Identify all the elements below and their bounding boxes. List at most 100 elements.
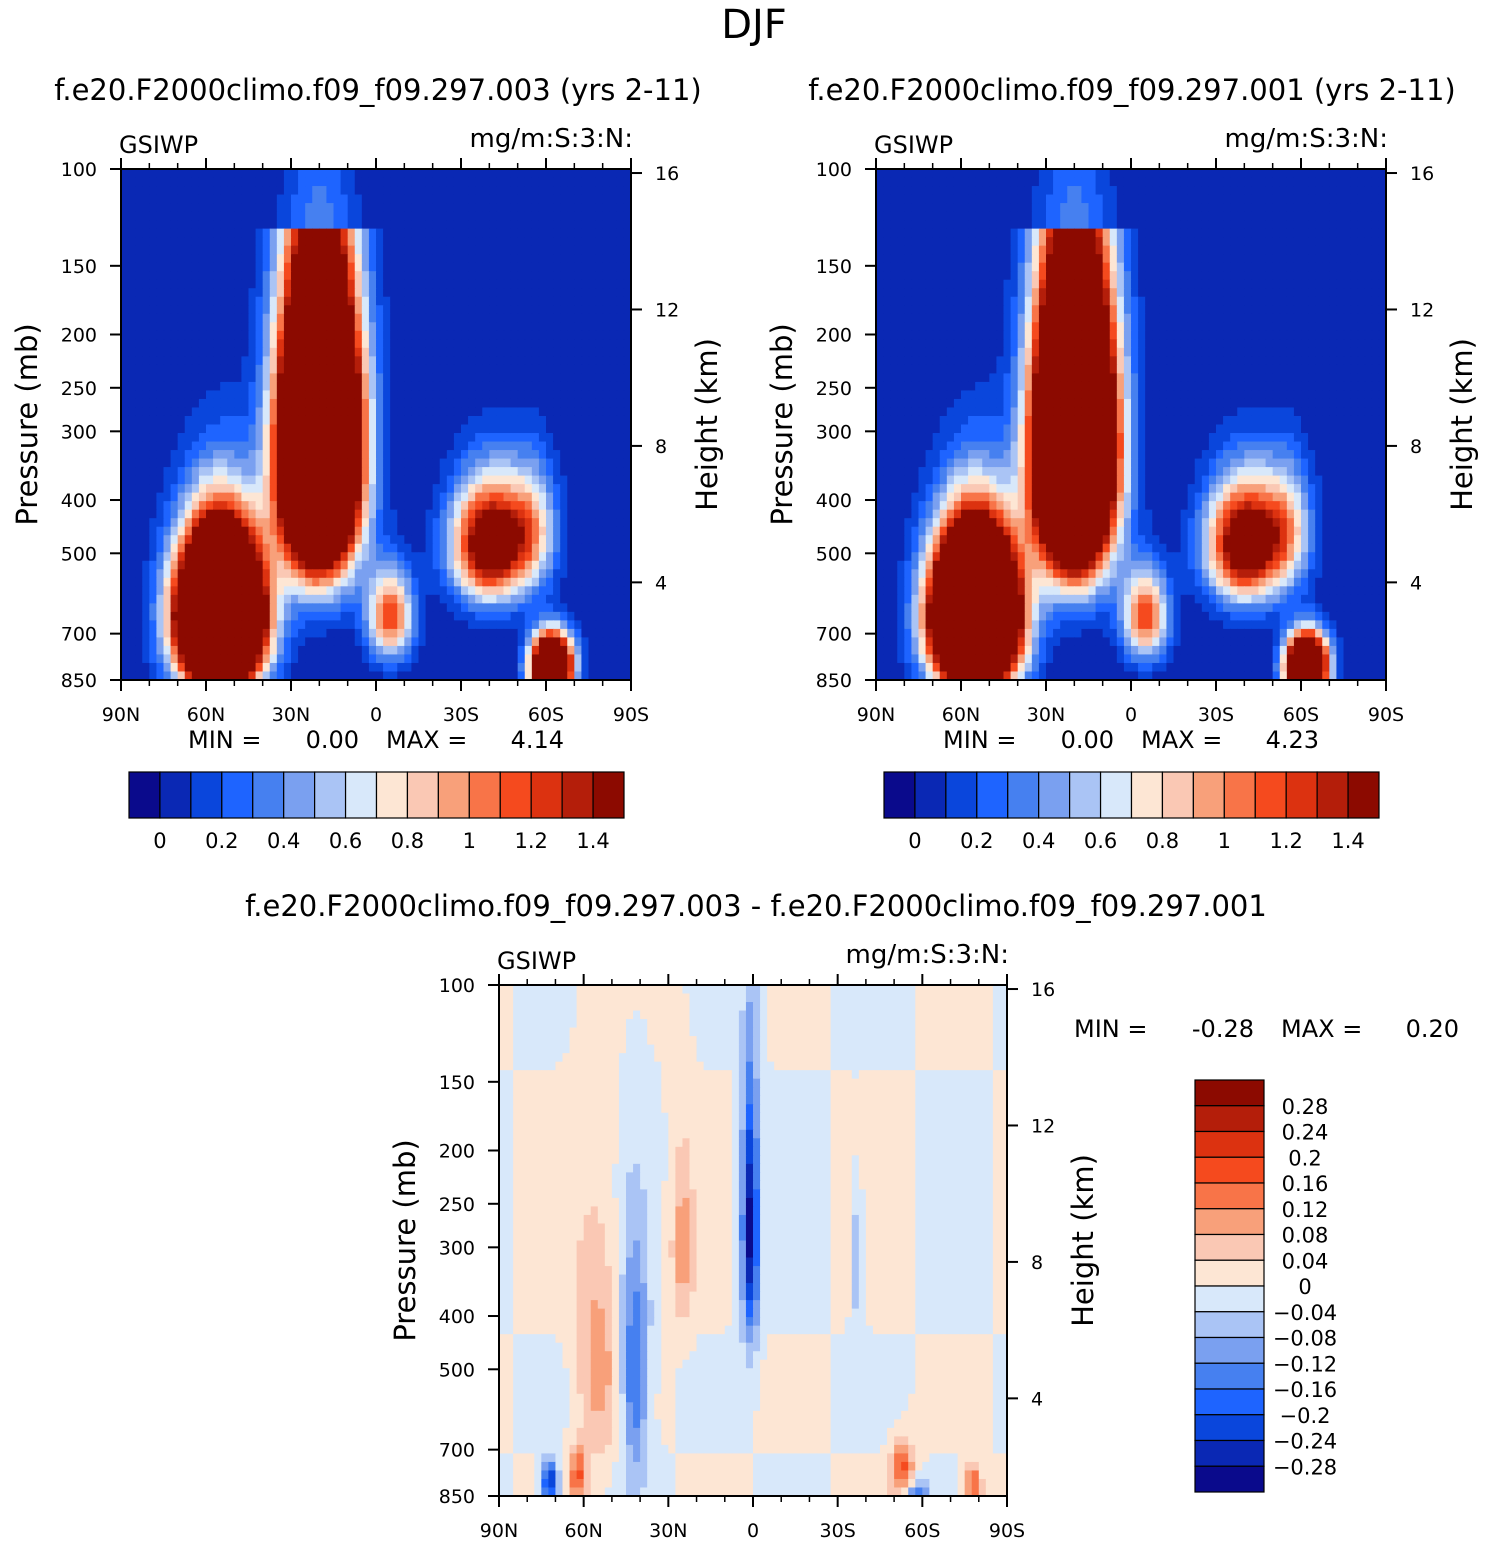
heatmap-cell [595, 296, 604, 306]
heatmap-cell [468, 228, 476, 238]
heatmap-cell [142, 279, 150, 289]
heatmap-cell [312, 458, 320, 468]
heatmap-cell [305, 611, 313, 621]
heatmap-cell [595, 203, 604, 213]
heatmap-cell [220, 364, 228, 374]
heatmap-cell [623, 484, 632, 494]
heatmap-cell [496, 305, 505, 315]
heatmap-cell [560, 543, 568, 553]
heatmap-cell [1003, 169, 1012, 179]
heatmap-cell [510, 603, 519, 613]
heatmap-cell [361, 620, 370, 630]
heatmap-cell [538, 364, 547, 374]
heatmap-cell [354, 339, 363, 349]
heatmap-cell [546, 433, 554, 443]
heatmap-cell [961, 177, 969, 187]
heatmap-cell [489, 271, 498, 281]
heatmap-cell [581, 279, 590, 289]
heatmap-cell [383, 424, 391, 434]
heatmap-cell [262, 467, 271, 477]
heatmap-cell [347, 441, 356, 451]
heatmap-cell [602, 433, 611, 443]
heatmap-cell [1038, 186, 1047, 196]
heatmap-cell [432, 433, 441, 443]
heatmap-cell [234, 322, 243, 332]
heatmap-cell [198, 186, 207, 196]
heatmap-cell [184, 228, 193, 238]
heatmap-cell [312, 569, 320, 579]
heatmap-cell [269, 177, 278, 187]
heatmap-cell [546, 543, 554, 553]
heatmap-cell [248, 364, 257, 374]
heatmap-cell [468, 288, 476, 298]
heatmap-cell [390, 347, 398, 357]
heatmap-cell [1208, 194, 1217, 204]
heatmap-cell [255, 526, 264, 536]
heatmap-cell [517, 203, 526, 213]
heatmap-cell [461, 220, 469, 230]
heatmap-cell [623, 271, 632, 281]
heatmap-cell [135, 271, 143, 281]
heatmap-cell [163, 458, 172, 468]
heatmap-cell [602, 594, 611, 604]
y2-tick-label: 4 [655, 572, 667, 594]
heatmap-cell [255, 356, 264, 366]
heatmap-cell [482, 433, 490, 443]
heatmap-cell [368, 424, 377, 434]
heatmap-cell [475, 228, 483, 238]
heatmap-cell [588, 398, 597, 409]
heatmap-cell [198, 339, 207, 349]
heatmap-cell [354, 262, 363, 272]
heatmap-cell [312, 364, 320, 374]
heatmap-cell [1159, 169, 1168, 179]
heatmap-cell [269, 560, 278, 570]
heatmap-cell [291, 305, 299, 315]
heatmap-cell [269, 279, 278, 289]
heatmap-cell [411, 220, 420, 230]
heatmap-cell [283, 203, 292, 213]
heatmap-cell [383, 509, 391, 519]
heatmap-cell [567, 228, 575, 238]
heatmap-cell [524, 271, 533, 281]
heatmap-cell [411, 407, 420, 417]
heatmap-cell [468, 645, 476, 656]
heatmap-cell [538, 237, 547, 247]
heatmap-cell [616, 552, 625, 562]
heatmap-cell [291, 475, 299, 485]
heatmap-cell [560, 611, 568, 621]
heatmap-cell [553, 450, 561, 460]
heatmap-cell [241, 390, 250, 400]
heatmap-cell [453, 245, 462, 255]
heatmap-cell [1223, 220, 1231, 230]
heatmap-cell [574, 543, 583, 553]
heatmap-cell [609, 271, 618, 281]
heatmap-cell [425, 645, 434, 656]
heatmap-cell [347, 654, 356, 664]
heatmap-cell [184, 501, 193, 511]
heatmap-cell [538, 501, 547, 511]
heatmap-cell [461, 322, 469, 332]
heatmap-cell [468, 654, 476, 664]
heatmap-cell [227, 586, 235, 596]
heatmap-cell [383, 441, 391, 451]
heatmap-cell [475, 220, 483, 230]
heatmap-cell [538, 296, 547, 306]
heatmap-cell [510, 245, 519, 255]
heatmap-cell [609, 433, 618, 443]
heatmap-cell [475, 169, 483, 179]
heatmap-cell [206, 552, 214, 562]
heatmap-cell [524, 245, 533, 255]
heatmap-cell [326, 177, 335, 187]
heatmap-cell [121, 279, 129, 289]
heatmap-cell [510, 262, 519, 272]
heatmap-cell [446, 381, 455, 392]
heatmap-cell [220, 288, 228, 298]
heatmap-cell [411, 288, 420, 298]
heatmap-cell [170, 228, 179, 238]
heatmap-cell [298, 322, 306, 332]
heatmap-cell [1251, 194, 1260, 204]
heatmap-cell [439, 203, 448, 213]
heatmap-cell [241, 577, 250, 587]
heatmap-cell [149, 228, 158, 238]
heatmap-cell [376, 415, 384, 426]
